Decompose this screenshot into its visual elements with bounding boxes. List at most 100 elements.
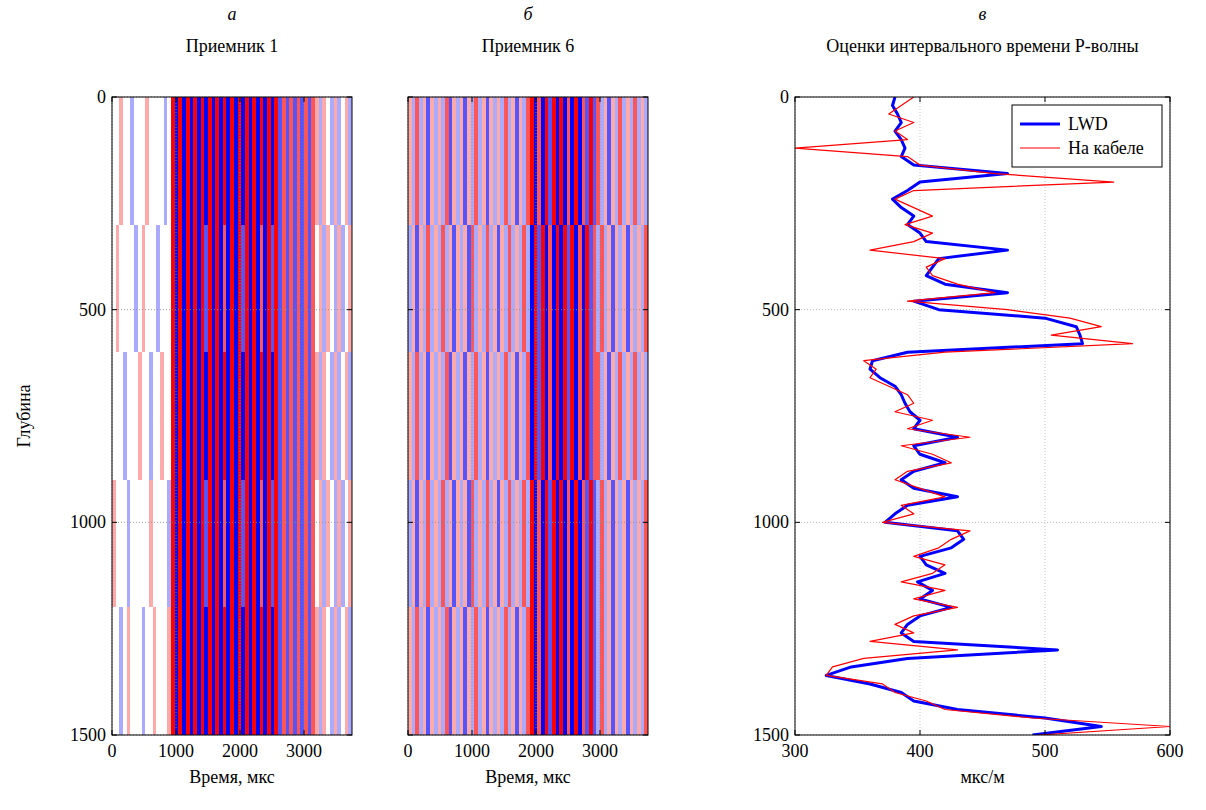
heat-cell	[467, 352, 471, 480]
heat-cell	[611, 97, 615, 225]
heat-cell	[408, 225, 412, 353]
tick-mark	[176, 97, 177, 102]
heat-cell	[271, 97, 275, 225]
heat-cell	[167, 607, 171, 735]
heat-cell	[278, 97, 282, 225]
heat-cell	[618, 480, 622, 608]
heat-cell	[463, 97, 467, 225]
legend: LWDНа кабеле	[1012, 105, 1162, 167]
tick-label: 3000	[582, 741, 618, 761]
heat-cell	[589, 352, 593, 480]
heat-cell	[197, 480, 201, 608]
tick-mark	[408, 309, 413, 310]
heat-cell	[337, 225, 341, 353]
tick-label: 0	[108, 741, 117, 761]
tick-mark	[1165, 522, 1170, 523]
panel-title: Приемник 1	[186, 36, 279, 56]
tick-mark	[795, 97, 796, 102]
heat-cell	[293, 352, 297, 480]
tick-label: 2000	[518, 741, 554, 761]
plot-frame	[795, 97, 1170, 735]
heat-cell	[130, 225, 134, 353]
heat-cell	[559, 97, 563, 225]
heat-cell	[460, 607, 464, 735]
heat-cell	[123, 480, 127, 608]
heat-cell	[315, 480, 319, 608]
grid-line	[920, 97, 921, 735]
heat-cell	[311, 607, 315, 735]
heat-cell	[127, 480, 131, 608]
heat-cell	[134, 225, 138, 353]
heat-cell	[570, 352, 574, 480]
heat-cell	[278, 607, 282, 735]
heat-cell	[182, 352, 186, 480]
tick-mark	[112, 730, 113, 735]
heat-cell	[412, 607, 416, 735]
heat-cell	[256, 607, 260, 735]
heat-cell	[585, 97, 589, 225]
heat-cell	[559, 607, 563, 735]
heat-cell	[441, 225, 445, 353]
heat-cell	[138, 225, 142, 353]
heat-cell	[223, 225, 227, 353]
heat-cell	[474, 225, 478, 353]
heat-cell	[604, 225, 608, 353]
heat-cell	[578, 97, 582, 225]
heat-cell	[160, 352, 164, 480]
heat-cell	[449, 607, 453, 735]
heat-cell	[341, 225, 345, 353]
heat-cell	[511, 480, 515, 608]
heat-cell	[160, 97, 164, 225]
heat-cell	[178, 480, 182, 608]
heat-cell	[607, 97, 611, 225]
background	[0, 0, 1206, 810]
heat-cell	[434, 225, 438, 353]
heat-cell	[274, 480, 278, 608]
heat-cell	[574, 352, 578, 480]
heat-cell	[408, 480, 412, 608]
heat-cell	[153, 352, 157, 480]
heat-cell	[637, 607, 641, 735]
heat-cell	[611, 480, 615, 608]
heat-cell	[260, 97, 264, 225]
heat-cell	[519, 352, 523, 480]
heat-cell	[127, 607, 131, 735]
heat-cell	[138, 97, 142, 225]
tick-mark	[176, 730, 177, 735]
heat-cell	[341, 607, 345, 735]
heat-cell	[637, 225, 641, 353]
heat-cell	[585, 225, 589, 353]
heat-cell	[230, 97, 234, 225]
heat-cell	[438, 352, 442, 480]
heat-cell	[641, 480, 645, 608]
heat-cell	[164, 352, 168, 480]
heat-cell	[641, 97, 645, 225]
heat-cell	[630, 480, 634, 608]
heat-cell	[633, 480, 637, 608]
heat-cell	[134, 97, 138, 225]
heat-cell	[515, 480, 519, 608]
heat-cell	[286, 352, 290, 480]
heat-cell	[622, 225, 626, 353]
heat-cell	[334, 225, 338, 353]
heat-cell	[190, 352, 194, 480]
heat-cell	[419, 607, 423, 735]
heat-cell	[334, 352, 338, 480]
heat-cell	[412, 225, 416, 353]
heat-cell	[545, 352, 549, 480]
heat-cell	[482, 352, 486, 480]
heat-cell	[260, 352, 264, 480]
heat-cell	[286, 97, 290, 225]
heat-cell	[311, 225, 315, 353]
heat-cell	[504, 225, 508, 353]
heat-cell	[630, 607, 634, 735]
heat-cell	[563, 352, 567, 480]
heat-cell	[116, 607, 120, 735]
plot-background	[795, 97, 1170, 735]
heat-cell	[208, 97, 212, 225]
heat-cell	[348, 97, 352, 225]
heat-cell	[348, 607, 352, 735]
heat-cell	[582, 97, 586, 225]
heat-cell	[423, 607, 427, 735]
tick-mark	[240, 97, 241, 102]
